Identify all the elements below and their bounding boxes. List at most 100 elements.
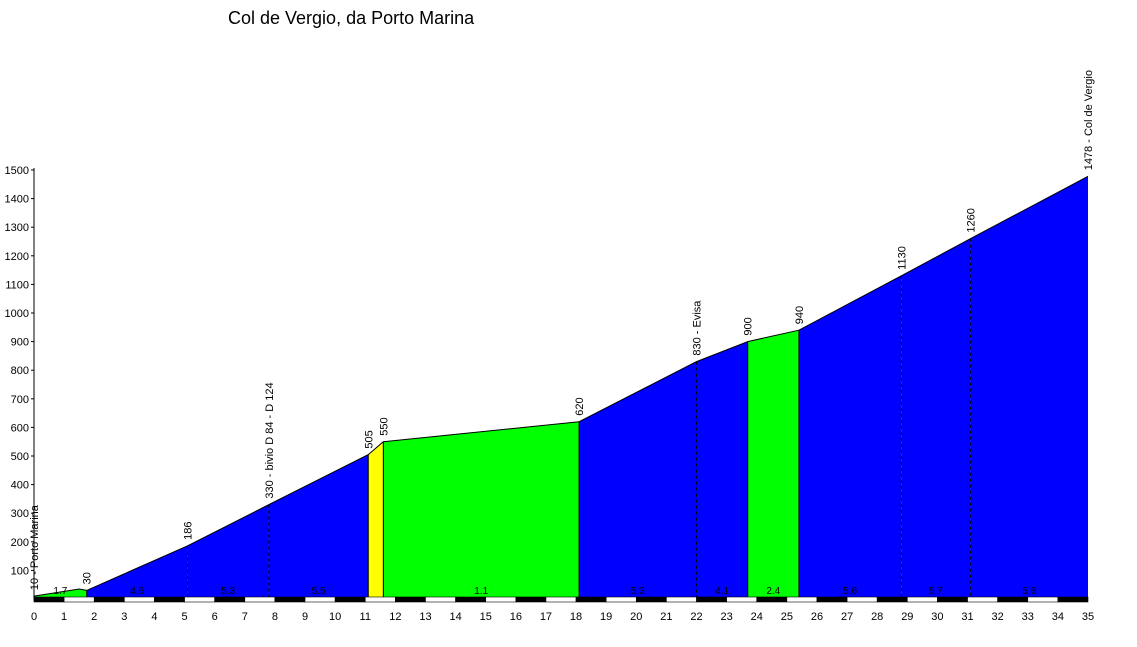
y-tick-label: 1000 xyxy=(5,308,29,320)
km-bar-cell xyxy=(93,596,125,603)
km-bar-cell xyxy=(455,596,487,603)
km-bar-cell xyxy=(726,596,758,603)
y-tick-label: 1400 xyxy=(5,194,29,206)
gradient-label: 5.6 xyxy=(843,586,857,597)
elevation-label: 620 xyxy=(574,397,586,415)
x-tick-label: 16 xyxy=(510,611,522,623)
elevation-label: 550 xyxy=(378,417,390,435)
km-markers xyxy=(86,238,972,599)
km-bar-cell xyxy=(364,596,396,603)
km-bar-cell xyxy=(997,596,1029,603)
y-tick-label: 500 xyxy=(11,451,29,463)
x-tick-label: 19 xyxy=(600,611,612,623)
gradient-label: 1.1 xyxy=(474,586,488,597)
gradient-label: 1.7 xyxy=(53,586,67,597)
y-tick-label: 700 xyxy=(11,394,29,406)
profile-line xyxy=(33,175,1089,597)
km-bar-cell xyxy=(846,596,878,603)
gradient-label: 2.4 xyxy=(766,586,780,597)
x-tick-label: 23 xyxy=(721,611,733,623)
segment-4 xyxy=(368,441,384,599)
segment-9 xyxy=(798,275,902,599)
km-bar-cell xyxy=(425,596,456,603)
x-tick-label: 9 xyxy=(302,611,308,623)
elevation-label: 505 xyxy=(363,430,375,448)
segment-5 xyxy=(383,421,580,599)
x-tick-label: 7 xyxy=(242,611,248,623)
km-bar-cell xyxy=(635,596,667,603)
km-bar-cell xyxy=(515,596,547,603)
profile-segments xyxy=(34,176,1088,600)
y-tick-label: 800 xyxy=(11,365,29,377)
elevation-label: 330 - bivio D 84 - D 124 xyxy=(264,382,276,498)
y-tick-label: 1300 xyxy=(5,222,29,234)
segment-0 xyxy=(34,589,87,599)
x-tick-label: 35 xyxy=(1082,611,1094,623)
gradient-label: 4.6 xyxy=(130,586,144,597)
km-bar-cell xyxy=(124,596,155,603)
segment-8 xyxy=(747,330,799,599)
y-tick-label: 900 xyxy=(11,337,29,349)
x-tick-label: 29 xyxy=(901,611,913,623)
km-bar-cell xyxy=(876,596,908,603)
x-tick-label: 26 xyxy=(811,611,823,623)
km-bar-cell xyxy=(304,596,336,603)
x-tick-label: 30 xyxy=(931,611,943,623)
elevation-label: 186 xyxy=(183,521,195,539)
segment-10 xyxy=(901,238,971,599)
km-bar-cell xyxy=(154,596,185,603)
km-bar-cell xyxy=(63,596,95,603)
x-tick-label: 4 xyxy=(151,611,157,623)
y-tick-label: 300 xyxy=(11,508,29,520)
x-tick-label: 32 xyxy=(992,611,1004,623)
segment-1 xyxy=(86,545,188,599)
x-tick-label: 20 xyxy=(630,611,642,623)
y-tick-label: 600 xyxy=(11,422,29,434)
x-tick-label: 17 xyxy=(540,611,552,623)
km-bar-cell xyxy=(1057,596,1089,603)
x-tick-label: 22 xyxy=(690,611,702,623)
axes: 1002003004005006007008009001000110012001… xyxy=(5,165,1095,623)
segment-11 xyxy=(970,176,1088,600)
km-bar-cell xyxy=(214,596,246,603)
km-bar-cell xyxy=(334,596,366,603)
gradient-label: 5.3 xyxy=(221,586,235,597)
x-tick-label: 24 xyxy=(751,611,763,623)
x-tick-label: 2 xyxy=(91,611,97,623)
km-bar-cell xyxy=(1027,596,1059,603)
data-labels: 1.7 4.6 5.3 5.5 1.1 5.3 4.1 2.4 5.6 5.7 5.6 10 - Po… xyxy=(29,70,1095,597)
segment-6 xyxy=(579,361,697,599)
elevation-label: 1260 xyxy=(966,208,978,232)
km-bar xyxy=(33,596,1089,603)
x-tick-label: 10 xyxy=(329,611,341,623)
y-tick-label: 1200 xyxy=(5,251,29,263)
km-bar-cell xyxy=(605,596,637,603)
profile-outline xyxy=(33,175,1089,597)
x-tick-label: 27 xyxy=(841,611,853,623)
elevation-label: 830 - Evisa xyxy=(692,300,704,356)
x-tick-label: 15 xyxy=(480,611,492,623)
chart-title: Col de Vergio, da Porto Marina xyxy=(228,8,475,28)
elevation-label: 900 xyxy=(743,317,755,335)
elevation-label: 940 xyxy=(794,306,806,324)
segment-3 xyxy=(268,454,369,599)
elevation-label: 1478 - Col de Vergio xyxy=(1083,70,1095,170)
x-tick-label: 28 xyxy=(871,611,883,623)
km-bar-cell xyxy=(666,596,697,603)
km-bar-cell xyxy=(184,596,215,603)
x-tick-label: 21 xyxy=(660,611,672,623)
x-tick-label: 13 xyxy=(419,611,431,623)
y-tick-label: 1100 xyxy=(5,279,29,291)
elevation-label: 1130 xyxy=(896,246,908,270)
elevation-label: 30 xyxy=(82,572,94,584)
x-tick-label: 5 xyxy=(182,611,188,623)
x-tick-label: 3 xyxy=(121,611,127,623)
km-bar-cell xyxy=(786,596,818,603)
x-tick-label: 33 xyxy=(1022,611,1034,623)
x-tick-label: 1 xyxy=(61,611,67,623)
x-tick-label: 11 xyxy=(360,611,371,623)
gradient-label: 5.7 xyxy=(929,586,943,597)
segment-7 xyxy=(696,341,748,599)
x-tick-label: 0 xyxy=(31,611,37,623)
